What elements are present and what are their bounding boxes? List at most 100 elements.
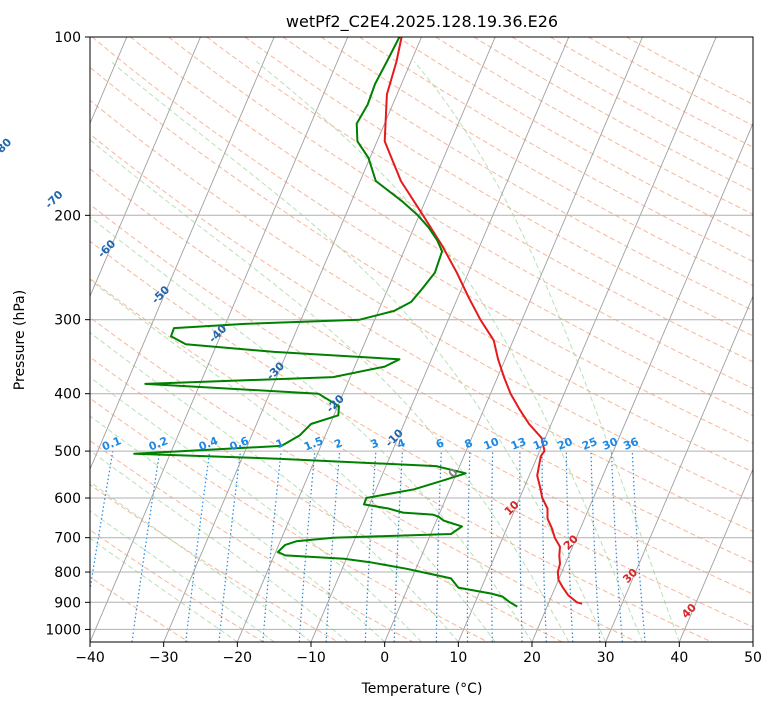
dry-adiabat xyxy=(90,440,414,642)
isotherm-label: 20 xyxy=(561,532,581,552)
x-tick-label: 40 xyxy=(670,650,688,666)
mixing-ratio-line xyxy=(298,451,316,642)
dry-adiabat xyxy=(90,576,190,642)
plot-frame xyxy=(89,36,754,643)
isotherm-line xyxy=(163,37,422,642)
dry-adiabat xyxy=(91,37,753,445)
x-tick-label: 0 xyxy=(380,650,389,666)
moist-adiabat xyxy=(90,139,570,642)
dry-adiabat xyxy=(90,529,264,642)
mixing-ratio-label: 36 xyxy=(621,435,640,453)
mixing-ratio-line xyxy=(590,451,601,642)
moist-adiabat xyxy=(90,216,533,642)
x-tick-label: 20 xyxy=(523,650,541,666)
moist-adiabat xyxy=(90,376,422,642)
isotherm-label: 10 xyxy=(502,498,522,518)
dry-adiabat xyxy=(90,356,563,642)
data-series xyxy=(133,37,583,608)
isotherm-label: -80 xyxy=(0,135,14,158)
mixing-ratio-line xyxy=(490,451,494,642)
isotherm-line xyxy=(752,640,753,642)
y-tick-label: 900 xyxy=(54,595,81,611)
moist-adiabat xyxy=(90,537,238,642)
dry-adiabat xyxy=(90,133,753,533)
y-tick-label: 700 xyxy=(54,531,81,547)
dry-adiabat xyxy=(90,240,753,628)
x-tick-label: 30 xyxy=(597,650,615,666)
x-tick-label: −30 xyxy=(149,650,179,666)
chart-title: wetPf2_C2E4.2025.128.19.36.E26 xyxy=(286,12,558,32)
x-axis: −40 −30 −20 −10 0 10 20 30 40 50 xyxy=(75,642,762,666)
dry-adiabat xyxy=(90,66,753,473)
isotherm-line xyxy=(236,37,496,642)
x-tick-label: −40 xyxy=(75,650,105,666)
mixing-ratio-label: 20 xyxy=(555,435,574,453)
mixing-ratio-line xyxy=(631,451,646,642)
dry-adiabat xyxy=(90,203,753,595)
moist-adiabat xyxy=(90,481,312,642)
x-tick-label: −10 xyxy=(296,650,326,666)
moist-adiabat xyxy=(90,449,349,642)
dry-adiabat xyxy=(90,483,339,642)
isotherm-line xyxy=(90,37,349,642)
mixing-ratio-label: 16 xyxy=(531,435,550,453)
x-axis-title: Temperature (°C) xyxy=(361,681,483,697)
mixing-ratio-label: 6 xyxy=(434,436,446,451)
mixing-ratio-line xyxy=(90,450,114,594)
isotherm-label: -60 xyxy=(95,237,118,260)
moist-adiabat xyxy=(90,510,275,642)
temperature-line xyxy=(383,37,583,605)
moist-adiabat xyxy=(255,61,643,642)
mixing-ratio-label: 13 xyxy=(509,435,528,453)
mixing-ratio-label: 25 xyxy=(580,435,599,453)
mixing-ratio-labels: 0.1 0.2 0.4 0.6 1 1.5 2 3 4 6 8 10 13 16 20 25 30 36 xyxy=(100,434,641,453)
y-tick-label: 100 xyxy=(54,30,81,46)
y-tick-label: 300 xyxy=(54,313,81,329)
y-axis-title: Pressure (hPa) xyxy=(12,290,28,390)
isotherm-line xyxy=(90,37,201,298)
dry-adiabat xyxy=(90,99,753,502)
isotherm-line xyxy=(457,37,717,642)
x-tick-label: 10 xyxy=(449,650,467,666)
mixing-ratio-line xyxy=(435,451,442,642)
dry-adiabat xyxy=(90,278,712,642)
isotherm-line xyxy=(531,122,753,642)
mixing-ratio-label: 8 xyxy=(463,436,475,451)
dry-adiabat xyxy=(588,37,753,127)
moist-adiabat xyxy=(413,61,680,642)
mixing-ratio-label: 4 xyxy=(395,436,407,451)
moist-adiabat xyxy=(110,61,607,642)
isotherm-line xyxy=(605,295,753,642)
isotherm-line xyxy=(310,37,570,642)
isotherm-label: -20 xyxy=(324,392,347,415)
mixing-ratio-label: 1 xyxy=(274,436,286,451)
y-axis: 100 200 300 400 500 600 700 800 900 1000 xyxy=(45,30,90,638)
isotherm-line xyxy=(90,37,275,471)
y-tick-label: 500 xyxy=(54,444,81,460)
x-tick-label: 50 xyxy=(744,650,762,666)
y-tick-label: 800 xyxy=(54,565,81,581)
mixing-ratio-label: 30 xyxy=(601,435,620,453)
dry-adiabat xyxy=(320,37,753,287)
y-tick-label: 200 xyxy=(54,208,81,224)
dry-adiabat xyxy=(244,37,753,337)
dry-adiabat xyxy=(168,37,753,389)
moist-adiabat xyxy=(90,331,459,642)
dry-adiabat xyxy=(90,397,488,642)
mixing-ratio-line xyxy=(218,451,242,642)
dry-adiabat xyxy=(549,37,753,148)
y-tick-label: 1000 xyxy=(45,622,81,638)
background-lines xyxy=(90,37,753,642)
moist-adiabat xyxy=(90,279,496,642)
x-tick-label: −20 xyxy=(223,650,253,666)
isotherm-label: 40 xyxy=(679,601,699,621)
y-tick-label: 600 xyxy=(54,491,81,507)
mixing-ratio-label: 10 xyxy=(482,435,501,453)
isotherm-label: 30 xyxy=(620,566,640,586)
dry-adiabat xyxy=(206,37,753,363)
dry-adiabat xyxy=(90,168,753,563)
mixing-ratio-label: 3 xyxy=(369,436,381,451)
dry-adiabat xyxy=(90,316,638,642)
mixing-ratio-line xyxy=(262,451,282,642)
